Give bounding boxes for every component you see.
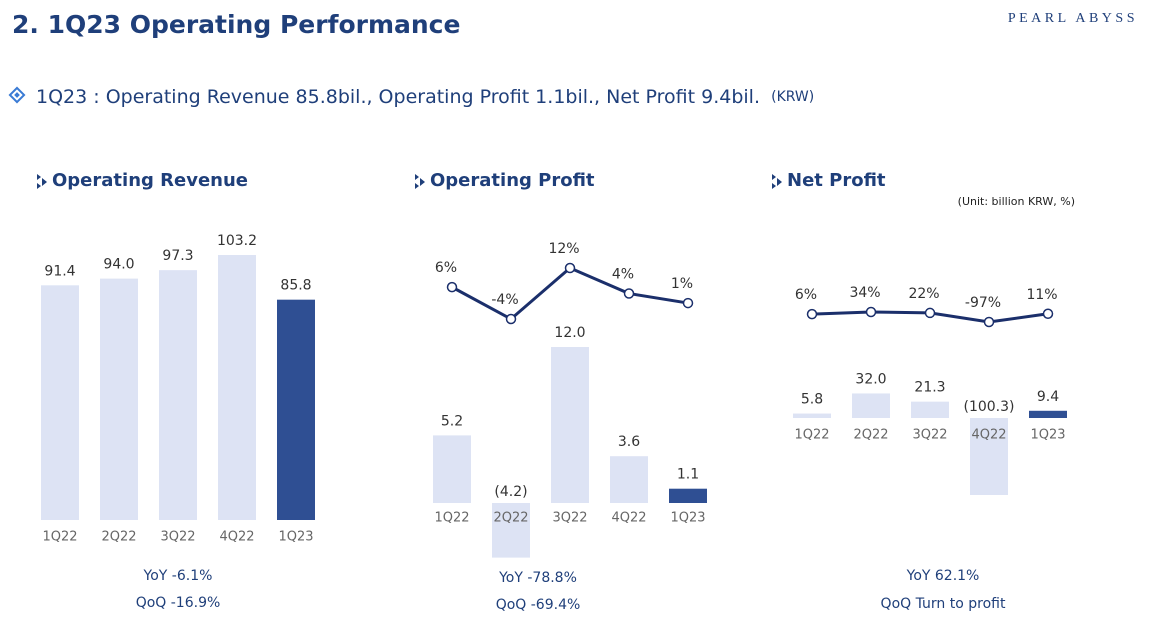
margin-label: 1%	[671, 276, 693, 292]
margin-point	[564, 262, 576, 274]
bar	[218, 255, 256, 520]
margin-label: -97%	[965, 295, 1001, 311]
page-title: 2. 1Q23 Operating Performance	[12, 10, 460, 39]
title-icon	[772, 174, 782, 189]
x-tick-label: 1Q23	[278, 530, 313, 545]
value-label: 32.0	[855, 371, 886, 387]
x-tick-label: 2Q22	[493, 511, 528, 526]
chart-title: Net Profit	[787, 170, 886, 191]
bar	[1029, 410, 1067, 418]
subtitle-unit: (KRW)	[771, 89, 814, 105]
bar	[669, 488, 707, 503]
x-tick-label: 1Q23	[670, 511, 705, 526]
value-label: 3.6	[618, 434, 640, 450]
margin-point	[1042, 308, 1054, 320]
summary-note: YoY -6.1%	[143, 568, 213, 584]
unit-note: (Unit: billion KRW, %)	[958, 195, 1075, 208]
summary-note: QoQ -69.4%	[496, 597, 581, 613]
margin-label: 22%	[908, 286, 939, 302]
margin-point	[865, 306, 877, 318]
subtitle: 1Q23 : Operating Revenue 85.8bil., Opera…	[36, 86, 814, 108]
summary-note: YoY -78.8%	[498, 570, 577, 586]
margin-label: 4%	[612, 267, 634, 283]
value-label: 103.2	[217, 233, 257, 249]
value-label: 85.8	[280, 278, 311, 294]
x-tick-label: 4Q22	[219, 530, 254, 545]
x-tick-label: 4Q22	[971, 428, 1006, 443]
x-tick-label: 1Q23	[1030, 428, 1065, 443]
margin-point	[505, 313, 517, 325]
value-label: 5.8	[801, 392, 823, 408]
value-label: 97.3	[162, 248, 193, 264]
chart-title: Operating Profit	[430, 170, 595, 191]
bar	[852, 393, 890, 418]
bar	[492, 503, 530, 558]
title-icon	[415, 174, 425, 189]
x-tick-label: 1Q22	[42, 530, 77, 545]
bar	[793, 413, 831, 418]
margin-label: 6%	[435, 260, 457, 276]
value-label: 21.3	[914, 380, 945, 396]
value-label: (4.2)	[494, 484, 527, 500]
bar	[159, 270, 197, 520]
x-tick-label: 2Q22	[853, 428, 888, 443]
margin-label: 6%	[795, 287, 817, 303]
chart-title: Operating Revenue	[52, 170, 248, 191]
margin-point	[924, 307, 936, 319]
summary-note: QoQ -16.9%	[136, 595, 221, 611]
margin-point	[623, 288, 635, 299]
value-label: 12.0	[554, 325, 585, 341]
x-tick-label: 4Q22	[611, 511, 646, 526]
summary-note: QoQ Turn to profit	[881, 596, 1006, 612]
bar	[911, 401, 949, 418]
bar	[970, 418, 1008, 495]
title-icon	[37, 174, 47, 189]
x-tick-label: 3Q22	[160, 530, 195, 545]
value-label: 5.2	[441, 413, 463, 429]
margin-point	[682, 297, 694, 309]
value-label: 9.4	[1037, 389, 1059, 405]
x-tick-label: 2Q22	[101, 530, 136, 545]
margin-label: -4%	[491, 292, 518, 308]
value-label: (100.3)	[963, 399, 1014, 415]
margin-point	[446, 281, 458, 293]
margin-label: 34%	[849, 285, 880, 301]
value-label: 91.4	[44, 263, 75, 279]
margin-point	[806, 308, 818, 320]
bar	[41, 285, 79, 520]
margin-point	[983, 316, 995, 328]
x-tick-label: 3Q22	[912, 428, 947, 443]
x-tick-label: 1Q22	[434, 511, 469, 526]
value-label: 94.0	[103, 257, 134, 273]
summary-note: YoY 62.1%	[906, 568, 980, 584]
margin-label: 11%	[1026, 287, 1057, 303]
bar	[277, 299, 315, 520]
value-label: 1.1	[677, 467, 699, 483]
x-tick-label: 1Q22	[794, 428, 829, 443]
bar	[433, 435, 471, 503]
subtitle-text: 1Q23 : Operating Revenue 85.8bil., Opera…	[36, 86, 760, 108]
bar	[100, 278, 138, 520]
bar	[610, 456, 648, 503]
bar	[551, 347, 589, 503]
x-tick-label: 3Q22	[552, 511, 587, 526]
brand: PEARL ABYSS	[1008, 11, 1138, 26]
margin-label: 12%	[548, 241, 579, 257]
